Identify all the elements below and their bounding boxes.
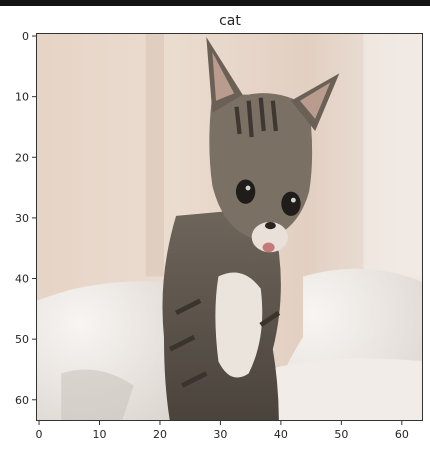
plot-title: cat [219,13,241,29]
cat-eye-left [235,179,256,204]
wall-panel-stripe [145,34,164,277]
cat-stripes [168,298,281,388]
cat-ear-left-inner [212,52,235,101]
wall-panel-light [363,34,422,277]
cat-mouth [262,242,275,253]
cat-nose [264,221,276,230]
image-axes [36,33,423,421]
cat-eye-right [281,191,301,216]
cat-photo [37,34,422,420]
top-bar [0,0,430,6]
cat-ear-left [206,37,243,113]
blanket-shadow [61,369,134,420]
cat-chest [215,272,263,378]
cat-muzzle [251,221,288,253]
cat-ear-right-inner [300,82,331,119]
cat-forehead-stripes [234,97,278,138]
